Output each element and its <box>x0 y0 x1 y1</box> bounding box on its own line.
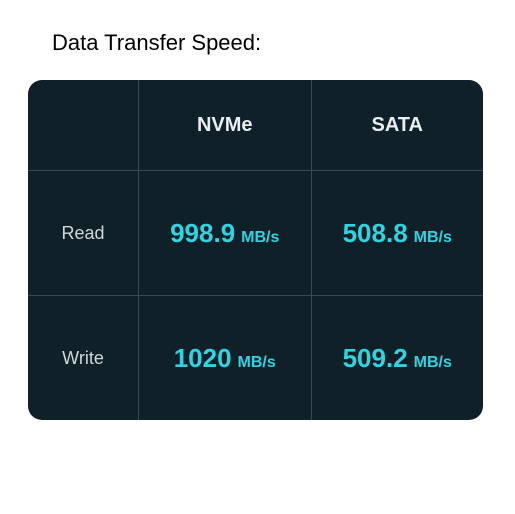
header-empty <box>28 80 138 170</box>
page-title: Data Transfer Speed: <box>52 30 487 56</box>
cell-write-nvme: 1020 MB/s <box>138 295 311 420</box>
row-read-label: Read <box>61 223 104 244</box>
unit-write-sata: MB/s <box>414 354 452 372</box>
row-write-label-cell: Write <box>28 295 138 420</box>
header-nvme: NVMe <box>138 80 311 170</box>
row-write-label: Write <box>62 348 104 369</box>
value-read-sata: 508.8 <box>343 218 408 249</box>
header-nvme-label: NVMe <box>197 114 253 137</box>
unit-read-sata: MB/s <box>414 229 452 247</box>
header-sata-label: SATA <box>372 114 423 137</box>
row-read-label-cell: Read <box>28 170 138 295</box>
cell-write-sata: 509.2 MB/s <box>311 295 484 420</box>
cell-read-sata: 508.8 MB/s <box>311 170 484 295</box>
header-sata: SATA <box>311 80 484 170</box>
speed-table: NVMe SATA Read 998.9 MB/s 508.8 MB/s Wri… <box>28 80 483 420</box>
value-read-nvme: 998.9 <box>170 218 235 249</box>
unit-read-nvme: MB/s <box>241 229 279 247</box>
cell-read-nvme: 998.9 MB/s <box>138 170 311 295</box>
unit-write-nvme: MB/s <box>238 354 276 372</box>
value-write-sata: 509.2 <box>343 343 408 374</box>
value-write-nvme: 1020 <box>174 343 232 374</box>
